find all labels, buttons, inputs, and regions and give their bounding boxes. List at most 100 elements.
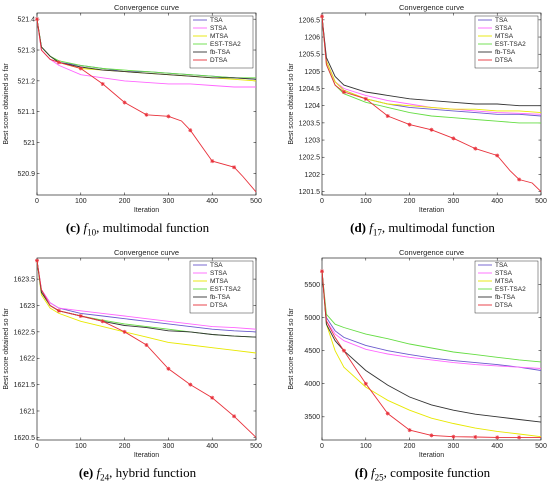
legend-box bbox=[189, 15, 254, 69]
y-tick-label: 521.3 bbox=[17, 47, 35, 54]
caption-text: , hybrid function bbox=[109, 465, 197, 480]
y-tick-label: 1203 bbox=[304, 137, 320, 144]
x-axis-label: Iteration bbox=[134, 452, 159, 459]
caption-subscript: 10 bbox=[87, 227, 97, 238]
series-marker bbox=[341, 89, 346, 94]
chart-title: Convergence curve bbox=[399, 3, 464, 12]
legend-label: STSA bbox=[495, 270, 513, 277]
y-tick-label: 4000 bbox=[304, 381, 320, 388]
caption-function: f bbox=[96, 465, 101, 480]
x-tick-label: 500 bbox=[250, 198, 262, 205]
series-line-fb-tsa bbox=[36, 19, 257, 80]
series-marker bbox=[407, 428, 412, 433]
series-marker bbox=[363, 96, 368, 101]
legend-label: STSA bbox=[210, 270, 228, 277]
y-tick-label: 3500 bbox=[304, 414, 320, 421]
y-tick-label: 521.2 bbox=[17, 78, 35, 85]
x-tick-label: 0 bbox=[320, 198, 324, 205]
legend-label: DTSA bbox=[210, 57, 228, 64]
y-tick-label: 521.1 bbox=[17, 109, 35, 116]
y-axis-label: Best score obtained so far bbox=[3, 63, 10, 145]
x-tick-label: 200 bbox=[404, 443, 416, 450]
y-axis-label: Best score obtained so far bbox=[3, 308, 10, 390]
y-tick-label: 1205 bbox=[304, 69, 320, 76]
y-tick-label: 5000 bbox=[304, 315, 320, 322]
series-marker bbox=[495, 435, 500, 440]
legend-label: fb-TSA bbox=[210, 49, 231, 56]
x-tick-label: 300 bbox=[163, 198, 175, 205]
x-axis-label: Iteration bbox=[419, 207, 444, 214]
series-line-mtsa bbox=[321, 16, 542, 114]
y-tick-label: 1621 bbox=[19, 408, 35, 415]
series-marker bbox=[451, 136, 456, 141]
chart-title: Convergence curve bbox=[114, 3, 179, 12]
legend-label: MTSA bbox=[495, 278, 514, 285]
x-axis-label: Iteration bbox=[134, 207, 159, 214]
caption-letter: (c) bbox=[65, 220, 81, 235]
y-tick-label: 1622.5 bbox=[14, 329, 36, 336]
series-marker bbox=[451, 434, 456, 439]
series-marker bbox=[363, 381, 368, 386]
caption-d: (d) f17, multimodal function bbox=[285, 220, 550, 238]
series-marker bbox=[407, 122, 412, 127]
x-tick-label: 300 bbox=[448, 443, 460, 450]
series-line-stsa bbox=[36, 260, 257, 330]
series-line-tsa bbox=[321, 271, 542, 371]
series-marker bbox=[429, 433, 434, 438]
series-marker bbox=[495, 153, 500, 158]
legend-label: MTSA bbox=[210, 33, 229, 40]
series-marker bbox=[100, 81, 105, 86]
series-marker bbox=[473, 435, 478, 440]
series-line-stsa bbox=[321, 271, 542, 369]
series-marker bbox=[100, 319, 105, 324]
legend-label: MTSA bbox=[210, 278, 229, 285]
caption-subscript: 17 bbox=[372, 227, 382, 238]
y-tick-label: 1206.5 bbox=[299, 17, 321, 24]
caption-function: f bbox=[83, 220, 88, 235]
series-marker bbox=[385, 114, 390, 119]
y-tick-label: 1201.5 bbox=[299, 189, 321, 196]
series-line-mtsa bbox=[321, 271, 542, 438]
x-tick-label: 500 bbox=[535, 198, 547, 205]
x-axis-label: Iteration bbox=[419, 452, 444, 459]
x-tick-label: 100 bbox=[75, 198, 87, 205]
y-axis-label: Best score obtained so far bbox=[288, 63, 295, 145]
series-line-est-tsa2 bbox=[321, 271, 542, 363]
x-tick-label: 400 bbox=[491, 198, 503, 205]
legend-label: fb-TSA bbox=[495, 294, 516, 301]
series-marker bbox=[429, 127, 434, 132]
caption-letter: (f) bbox=[354, 465, 368, 480]
chart-title: Convergence curve bbox=[114, 248, 179, 257]
series-marker bbox=[517, 177, 522, 182]
y-tick-label: 521 bbox=[23, 140, 35, 147]
x-tick-label: 100 bbox=[360, 443, 372, 450]
series-marker bbox=[473, 146, 478, 151]
y-tick-label: 1621.5 bbox=[14, 382, 36, 389]
series-marker bbox=[78, 66, 83, 71]
caption-letter: (d) bbox=[350, 220, 366, 235]
caption-e: (e) f24, hybrid function bbox=[0, 465, 275, 483]
series-marker bbox=[122, 100, 127, 105]
legend-label: DTSA bbox=[495, 57, 513, 64]
series-marker bbox=[188, 382, 193, 387]
y-tick-label: 521.4 bbox=[17, 17, 35, 24]
series-line-dtsa bbox=[36, 19, 257, 193]
y-tick-label: 1204.5 bbox=[299, 86, 321, 93]
legend-label: fb-TSA bbox=[495, 49, 516, 56]
legend-label: MTSA bbox=[495, 33, 514, 40]
legend-label: TSA bbox=[495, 17, 508, 24]
series-line-fb-tsa bbox=[321, 16, 541, 107]
series-marker bbox=[78, 314, 83, 319]
series-marker bbox=[210, 395, 215, 400]
series-marker bbox=[341, 348, 346, 353]
caption-text: , composite function bbox=[383, 465, 491, 480]
series-marker bbox=[320, 269, 324, 274]
series-marker bbox=[35, 258, 39, 263]
chart-c: Convergence curve 0 100 200 300 400 500 520.9 52… bbox=[3, 3, 262, 214]
series-line-fb-tsa bbox=[321, 271, 542, 423]
x-tick-label: 500 bbox=[250, 443, 262, 450]
y-tick-label: 1622 bbox=[19, 356, 35, 363]
x-tick-label: 400 bbox=[491, 443, 503, 450]
y-tick-label: 1620.5 bbox=[14, 435, 36, 442]
y-tick-label: 1623 bbox=[19, 303, 35, 310]
